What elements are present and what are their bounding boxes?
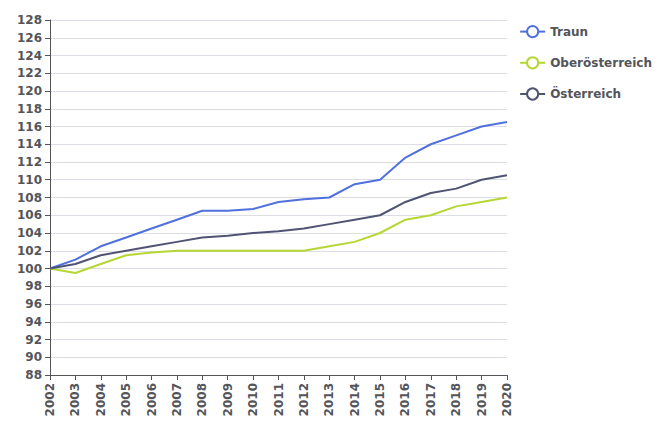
svg-text:116: 116	[17, 120, 42, 134]
svg-text:2018: 2018	[449, 383, 463, 416]
svg-text:128: 128	[17, 13, 42, 27]
svg-text:112: 112	[17, 155, 42, 169]
svg-text:2011: 2011	[272, 383, 286, 416]
svg-text:104: 104	[17, 226, 42, 240]
svg-text:2015: 2015	[373, 383, 387, 416]
svg-text:96: 96	[25, 297, 42, 311]
svg-text:118: 118	[17, 102, 42, 116]
svg-text:Traun: Traun	[550, 25, 588, 39]
svg-text:2008: 2008	[195, 383, 209, 416]
svg-text:2019: 2019	[475, 383, 489, 416]
svg-text:92: 92	[25, 333, 42, 347]
svg-text:100: 100	[17, 262, 42, 276]
svg-text:2005: 2005	[119, 383, 133, 416]
svg-text:Oberösterreich: Oberösterreich	[550, 56, 652, 70]
svg-text:90: 90	[25, 350, 42, 364]
svg-text:2012: 2012	[297, 383, 311, 416]
svg-text:120: 120	[17, 84, 42, 98]
svg-text:108: 108	[17, 191, 42, 205]
svg-text:2009: 2009	[221, 383, 235, 416]
svg-text:98: 98	[25, 279, 42, 293]
svg-text:2007: 2007	[170, 383, 184, 416]
svg-text:94: 94	[25, 315, 42, 329]
svg-text:Österreich: Österreich	[550, 86, 621, 101]
svg-text:2002: 2002	[43, 383, 57, 416]
svg-text:126: 126	[17, 31, 42, 45]
svg-text:2016: 2016	[398, 383, 412, 416]
svg-text:2003: 2003	[68, 383, 82, 416]
svg-text:88: 88	[25, 368, 42, 382]
svg-text:2006: 2006	[145, 383, 159, 416]
svg-text:2020: 2020	[500, 383, 514, 416]
svg-text:102: 102	[17, 244, 42, 258]
svg-text:114: 114	[17, 137, 42, 151]
svg-text:2010: 2010	[246, 383, 260, 416]
svg-text:110: 110	[17, 173, 42, 187]
svg-text:2017: 2017	[424, 383, 438, 416]
svg-text:2014: 2014	[348, 383, 362, 416]
svg-text:106: 106	[17, 208, 42, 222]
svg-text:124: 124	[17, 49, 42, 63]
svg-text:2013: 2013	[322, 383, 336, 416]
svg-text:2004: 2004	[94, 383, 108, 416]
svg-text:122: 122	[17, 66, 42, 80]
